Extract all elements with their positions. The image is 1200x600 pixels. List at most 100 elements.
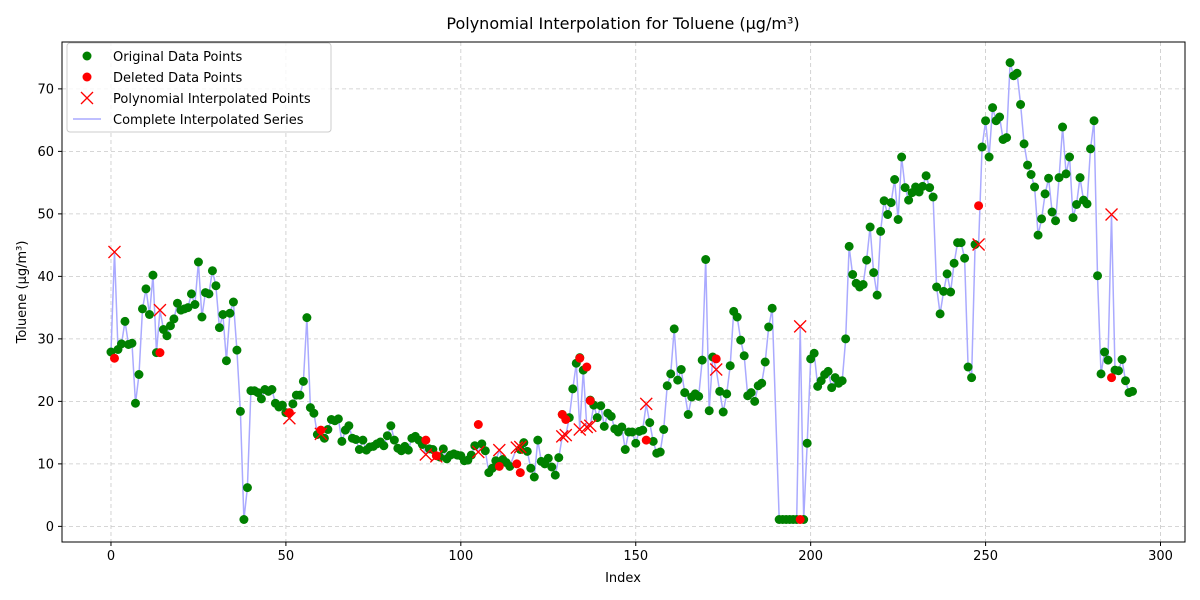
original-data-point [256,394,266,404]
original-data-point [617,422,627,432]
original-data-point [389,435,399,445]
original-data-point [596,401,606,411]
original-data-point [599,421,609,431]
original-data-point [1002,133,1012,143]
original-data-point [382,431,392,441]
original-data-point [897,152,907,162]
original-data-point [1033,230,1043,240]
original-data-point [631,438,641,448]
deleted-data-point [561,415,571,424]
original-data-point [137,304,147,314]
deleted-data-point [155,348,165,358]
original-data-point [351,435,361,444]
grid [62,42,1185,542]
original-data-point [225,308,235,318]
original-data-point [554,453,564,463]
interpolated-point [153,303,167,317]
original-data-point [879,196,889,206]
y-tick-label: 70 [37,82,54,97]
deleted-data-point [109,353,119,363]
original-data-point [935,309,945,319]
original-data-point [1040,189,1050,199]
original-data-point [1121,376,1131,386]
x-tick-label: 50 [278,549,295,564]
x-tick-label: 300 [1148,549,1173,564]
original-data-point [127,338,137,348]
original-data-point [680,388,690,398]
original-data-point [722,389,732,399]
original-data-point [1037,214,1047,224]
original-data-point [984,152,994,162]
x-tick-label: 200 [798,549,823,564]
deleted-data-point [711,354,721,364]
original-data-point [876,226,886,236]
original-data-point [844,241,854,251]
original-data-point [1012,68,1022,78]
original-data-point [872,290,882,300]
interpolated-point [419,448,433,461]
x-axis-label: Index [605,571,641,586]
original-data-point [197,312,207,322]
deleted-data-point [515,468,525,478]
original-data-point [659,425,669,434]
x-tick-label: 250 [973,549,998,564]
original-data-point [638,425,648,435]
original-data-point [529,472,539,482]
legend: Original Data Points Deleted Data Points… [66,42,332,133]
original-data-point [1068,213,1078,223]
interpolated-point [972,238,986,251]
original-data-point [718,407,728,417]
original-data-point [648,436,658,446]
interpolated-point [314,427,328,441]
interpolated-point [583,419,597,433]
legend-interpolated-marker [80,91,94,105]
original-data-point [207,266,217,276]
deleted-data-point [494,461,504,471]
original-data-point [669,324,679,334]
interpolated-point [108,245,121,259]
y-tick-label: 50 [37,207,54,222]
original-data-point [379,441,389,451]
legend-original-marker [82,51,92,61]
original-data-point [694,391,704,401]
deleted-data-point [974,201,984,211]
original-data-point [715,386,725,396]
original-data-point [886,198,896,208]
original-data-point [568,384,578,394]
original-data-point [1096,369,1106,379]
interpolated-point [555,429,569,443]
original-data-point [1026,170,1036,179]
original-data-point [480,446,490,456]
original-data-point [218,310,228,319]
original-data-point [893,215,903,224]
original-data-point [925,183,935,193]
original-data-point [988,103,998,113]
original-data-point [386,421,396,431]
original-data-point [704,406,714,416]
original-data-point [809,348,819,358]
interpolated-point [282,411,296,425]
y-axis-label: Toluene (μg/m³) [15,241,30,345]
original-data-point [1047,207,1057,217]
interpolated-point [639,397,653,411]
original-data-point [921,171,931,181]
deleted-data-point [473,420,483,429]
original-data-point [676,365,686,374]
original-data-point [354,445,364,454]
original-data-point [1044,173,1054,183]
original-data-point [848,270,858,279]
original-data-point [211,281,221,291]
original-data-point [165,321,175,331]
original-data-point [862,255,872,265]
legend-original-label: Original Data Points [113,50,242,65]
interpolated-point [471,445,485,459]
original-data-point [214,323,224,333]
original-data-point [970,240,980,249]
original-data-point [939,286,949,296]
interpolated-point [513,440,527,454]
original-data-point [242,483,252,493]
legend-line-label: Complete Interpolated Series [113,113,304,128]
original-data-point [750,396,760,406]
deleted-data-point [582,362,592,372]
original-data-point [627,427,637,437]
